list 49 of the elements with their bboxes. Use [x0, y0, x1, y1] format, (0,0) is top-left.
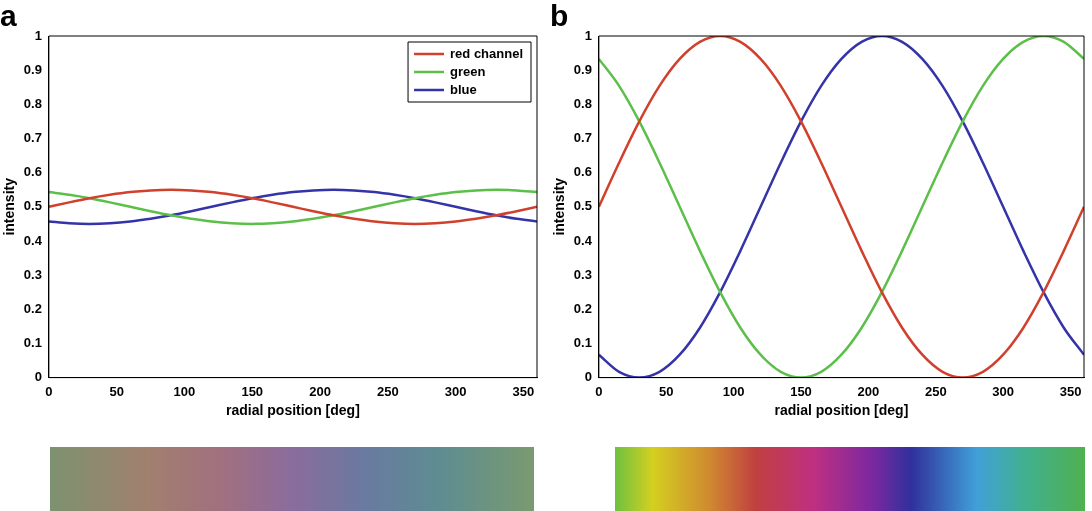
legend-label: red channel: [450, 45, 523, 61]
y-tick-label: 0.3: [573, 266, 592, 282]
y-tick-label: 0.1: [23, 335, 42, 351]
y-tick-label: 0.5: [23, 198, 42, 214]
legend-label: green: [450, 63, 486, 79]
x-tick-label: 200: [857, 383, 880, 399]
y-tick-label: 0.9: [23, 61, 42, 77]
y-tick-label: 0.5: [573, 198, 592, 214]
chart-title: a: [0, 0, 17, 33]
x-tick-label: 50: [659, 383, 674, 399]
y-tick-label: 0.7: [573, 130, 592, 146]
y-tick-label: 1: [34, 27, 42, 43]
x-tick-label: 300: [992, 383, 1014, 399]
y-tick-label: 0.7: [23, 130, 42, 146]
line-series: [48, 188, 537, 226]
x-axis-title: radial position [deg]: [774, 402, 909, 419]
x-tick-label: 50: [109, 383, 124, 399]
x-tick-label: 300: [444, 383, 467, 399]
y-tick-label: 0.6: [23, 164, 42, 180]
y-tick-label: 0.2: [573, 300, 592, 316]
x-axis-title: radial position [deg]: [226, 402, 360, 419]
y-tick-label: 0.6: [573, 164, 592, 180]
x-tick-label: 350: [1059, 383, 1082, 399]
x-tick-label: 250: [377, 383, 399, 399]
y-tick-label: 0.3: [23, 266, 42, 282]
x-tick-label: 0: [595, 383, 603, 399]
y-axis-title: intensity: [551, 177, 568, 236]
x-tick-label: 200: [309, 383, 331, 399]
y-tick-label: 0.9: [573, 61, 592, 77]
x-tick-label: 150: [790, 383, 812, 399]
x-tick-label: 0: [45, 383, 53, 399]
x-tick-label: 350: [512, 383, 535, 399]
x-tick-label: 100: [173, 383, 196, 399]
y-tick-label: 0: [584, 369, 592, 385]
x-tick-label: 250: [924, 383, 947, 399]
y-tick-label: 0.1: [573, 335, 592, 351]
y-tick-label: 0.8: [23, 95, 42, 111]
y-tick-label: 0: [34, 369, 42, 385]
x-tick-label: 150: [241, 383, 264, 399]
chart-title: b: [550, 0, 569, 33]
y-tick-label: 1: [584, 27, 592, 43]
y-tick-label: 0.4: [573, 232, 593, 248]
y-tick-label: 0.2: [23, 300, 42, 316]
x-tick-label: 100: [722, 383, 745, 399]
y-tick-label: 0.8: [573, 95, 592, 111]
line-series: [598, 36, 1084, 378]
y-axis-title: intensity: [1, 177, 18, 236]
legend-label: blue: [450, 81, 477, 97]
y-tick-label: 0.4: [23, 232, 43, 248]
